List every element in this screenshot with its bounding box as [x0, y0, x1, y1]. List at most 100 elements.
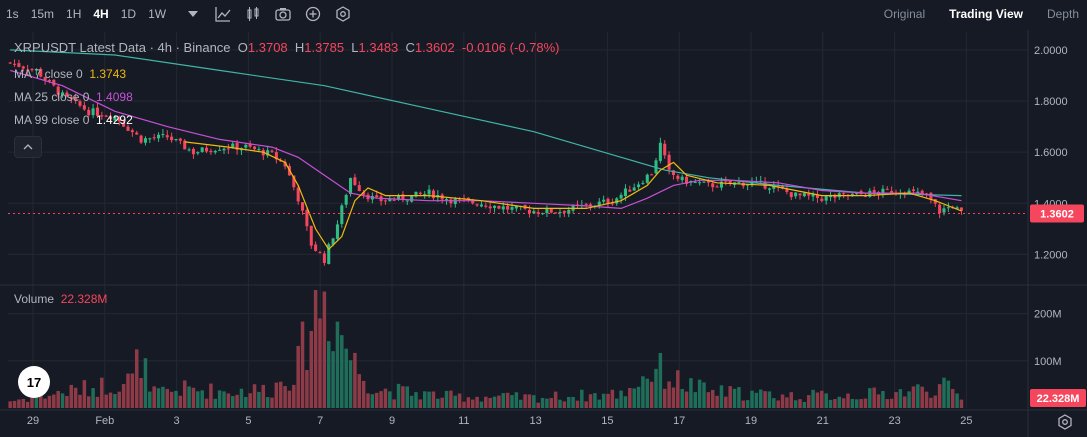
candle-body: [30, 69, 34, 71]
candle-body: [397, 194, 401, 200]
volume-bar: [161, 386, 165, 408]
candle-body: [501, 206, 505, 210]
candle-body: [266, 150, 270, 156]
timeframe-1h[interactable]: 1H: [66, 7, 82, 21]
plus-circle-icon[interactable]: [304, 5, 322, 23]
volume-bar: [854, 399, 859, 408]
volume-bar: [239, 388, 244, 408]
timeframe-4h[interactable]: 4H: [93, 7, 109, 21]
candle-body: [226, 148, 230, 150]
high-label: H: [294, 40, 305, 55]
candle-body: [820, 198, 824, 201]
candle-body: [833, 194, 837, 198]
candle-body: [157, 134, 161, 139]
candle-body: [702, 181, 706, 183]
volume-bar: [628, 387, 632, 408]
candle-body: [414, 191, 418, 197]
volume-bar: [252, 384, 257, 408]
candle-body: [685, 176, 689, 184]
volume-bar: [396, 383, 401, 408]
candle-body: [126, 126, 130, 131]
candle-body: [401, 194, 405, 201]
candle-body: [383, 200, 387, 202]
timeframe-1s[interactable]: 1s: [6, 7, 19, 21]
candle-body: [737, 182, 741, 184]
volume-bar: [69, 384, 74, 408]
volume-bar: [331, 351, 335, 408]
volume-bar: [527, 394, 532, 408]
candles-icon[interactable]: [244, 5, 262, 23]
ohlc-legend: XRPUSDT Latest Data · 4h · Binance O1.37…: [14, 40, 559, 55]
chart-settings-icon[interactable]: [1057, 414, 1073, 430]
candle-body: [785, 188, 789, 192]
candle-body: [257, 149, 261, 151]
tradingview-logo[interactable]: 17: [18, 366, 50, 398]
volume-legend: Volume 22.328M: [14, 292, 107, 306]
volume-bar: [641, 376, 645, 408]
volume-bar: [370, 394, 375, 408]
timeframe-1d[interactable]: 1D: [120, 7, 137, 21]
candle-body: [283, 161, 287, 167]
candle-body: [253, 146, 257, 150]
volume-bar: [623, 396, 628, 408]
volume-bar: [12, 400, 17, 408]
indicators-icon[interactable]: [214, 5, 232, 23]
last-volume-tag: [1030, 389, 1086, 407]
candle-body: [318, 252, 322, 254]
volume-bar: [549, 397, 554, 408]
candle-body: [925, 193, 929, 195]
time-tick-label: 17: [673, 415, 685, 427]
candle-body: [619, 194, 623, 199]
volume-bar: [165, 388, 170, 408]
volume-bar: [776, 400, 780, 408]
volume-bar: [610, 389, 615, 408]
view-original[interactable]: Original: [883, 7, 926, 21]
volume-bar: [850, 398, 855, 408]
volume-bar: [881, 391, 885, 408]
volume-bar: [662, 388, 667, 408]
view-trading-view[interactable]: Trading View: [949, 7, 1023, 21]
candle-body: [466, 197, 470, 200]
volume-bar: [126, 373, 130, 408]
time-tick-label: 9: [389, 415, 395, 427]
candle-body: [78, 101, 82, 106]
time-tick-label: 21: [817, 415, 829, 427]
candle-body: [152, 137, 156, 139]
volume-bar: [117, 391, 122, 408]
candle-body: [8, 62, 12, 64]
volume-bar: [876, 394, 881, 408]
chevron-up-icon: [23, 144, 33, 150]
settings-icon[interactable]: [334, 5, 352, 23]
candle-body: [405, 200, 409, 202]
candle-body: [907, 190, 911, 195]
candle-body: [811, 193, 815, 197]
timeframe-15m[interactable]: 15m: [30, 7, 55, 21]
volume-bar: [488, 397, 492, 408]
candle-body: [309, 225, 313, 246]
volume-bar: [91, 388, 95, 408]
volume-bar: [501, 393, 506, 408]
candle-body: [719, 181, 723, 188]
candle-body: [554, 212, 558, 214]
volume-bar: [767, 391, 772, 408]
volume-bar: [143, 358, 148, 408]
chevron-down-icon[interactable]: [184, 5, 202, 23]
collapse-legend-button[interactable]: [14, 136, 42, 158]
candle-body: [637, 184, 641, 188]
volume-bar: [898, 389, 903, 408]
candle-body: [453, 198, 457, 205]
symbol-title: XRPUSDT Latest Data · 4h · Binance: [14, 40, 231, 55]
camera-icon[interactable]: [274, 5, 292, 23]
volume-bar: [758, 389, 763, 408]
volume-bar: [418, 399, 423, 408]
ma7-label: MA 7 close 0: [14, 67, 83, 81]
candle-body: [335, 224, 339, 239]
timeframe-1w[interactable]: 1W: [148, 7, 167, 21]
view-depth[interactable]: Depth: [1046, 7, 1079, 21]
volume-bar: [353, 352, 357, 408]
volume-bar: [540, 397, 545, 408]
volume-bar: [156, 388, 161, 408]
candle-body: [191, 148, 195, 155]
volume-bar: [645, 378, 650, 408]
